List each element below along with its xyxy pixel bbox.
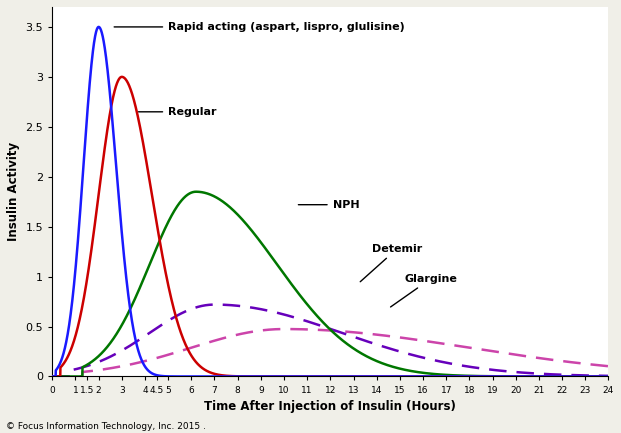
Y-axis label: Insulin Activity: Insulin Activity	[7, 142, 20, 241]
X-axis label: Time After Injection of Insulin (Hours): Time After Injection of Insulin (Hours)	[204, 400, 456, 413]
Text: NPH: NPH	[298, 200, 360, 210]
Text: © Focus Information Technology, Inc. 2015 .: © Focus Information Technology, Inc. 201…	[6, 422, 206, 431]
Text: Detemir: Detemir	[360, 244, 422, 282]
Text: Regular: Regular	[138, 107, 217, 117]
Text: Glargine: Glargine	[391, 274, 458, 307]
Text: Rapid acting (aspart, lispro, glulisine): Rapid acting (aspart, lispro, glulisine)	[114, 22, 405, 32]
